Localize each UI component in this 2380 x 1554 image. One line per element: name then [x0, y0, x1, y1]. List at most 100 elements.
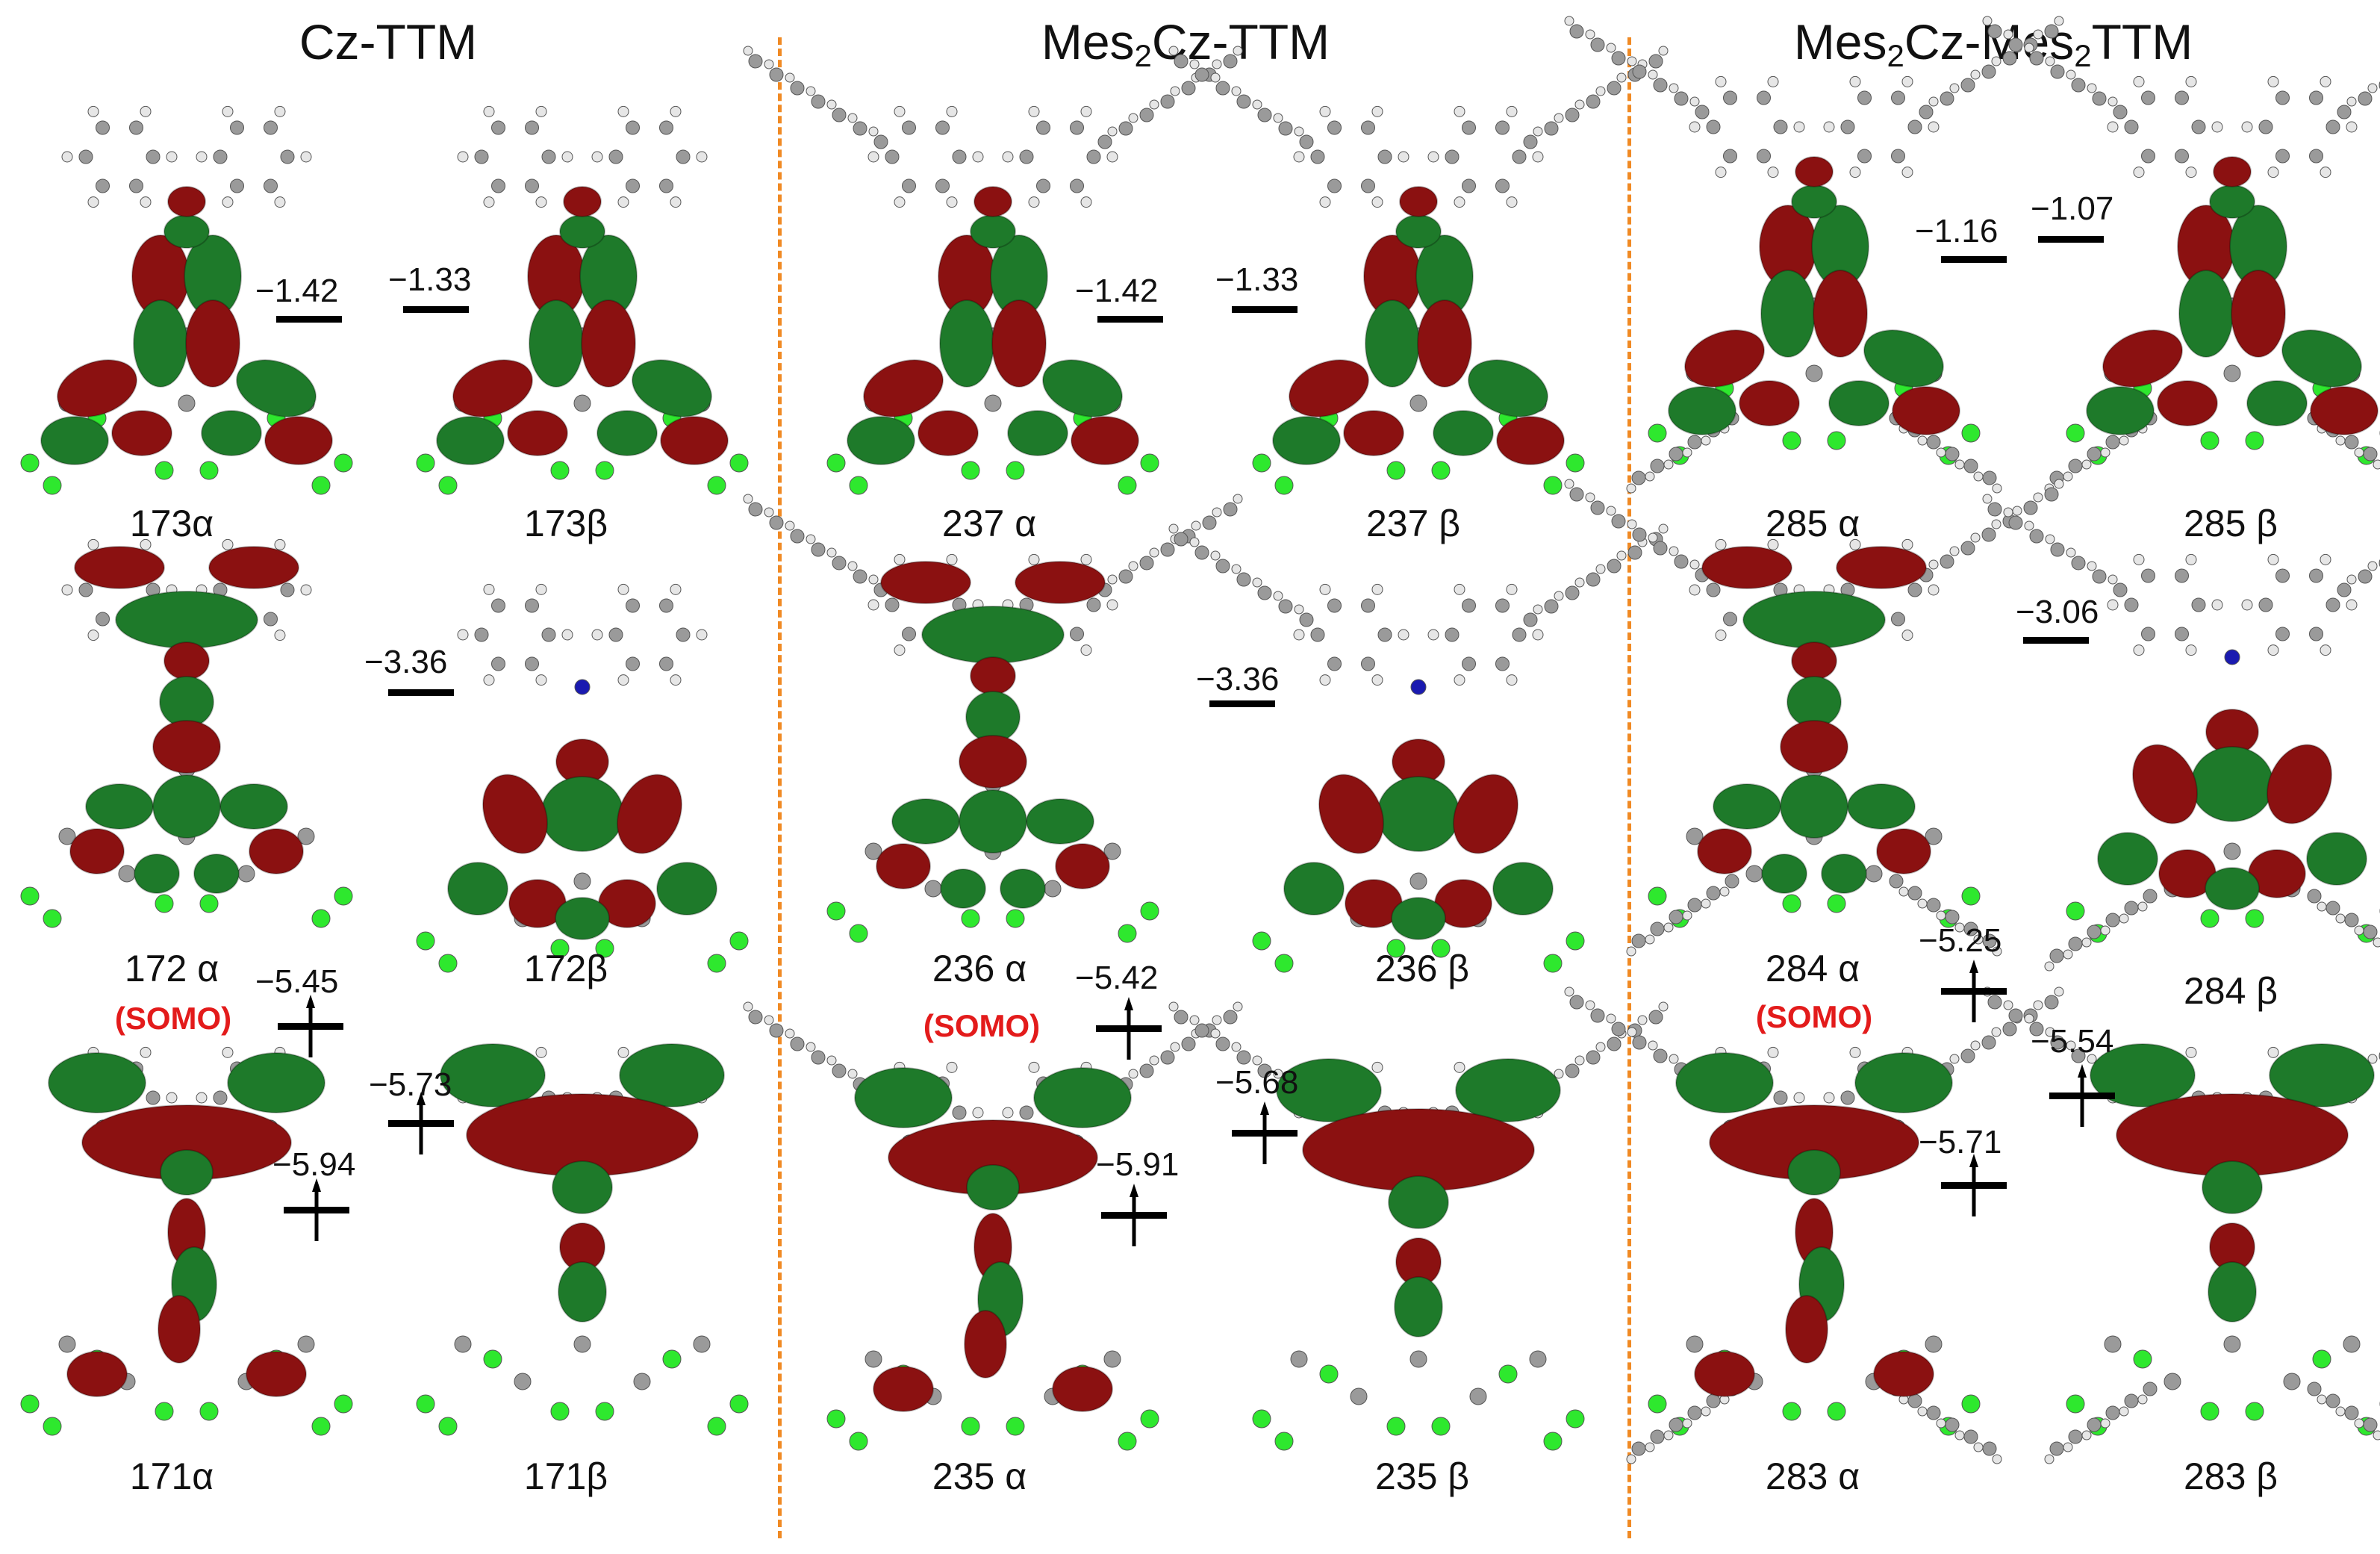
- spin-up-arrow-icon: [1969, 1154, 1978, 1216]
- mo-label: 285 α: [1765, 503, 1860, 544]
- energy-level-bar: [1097, 316, 1163, 323]
- energy-value: −3.36: [364, 644, 448, 680]
- empty-energy-level: [1232, 278, 1298, 344]
- spin-up-arrow-icon: [1124, 997, 1133, 1060]
- empty-energy-level: [403, 278, 469, 344]
- energy-level-bar: [403, 306, 469, 313]
- spin-up-arrow-icon: [1969, 960, 1978, 1022]
- molecule-orbital-icon: [1564, 479, 2064, 957]
- spin-up-arrow-icon: [306, 995, 315, 1057]
- energy-value: −1.07: [2031, 190, 2114, 227]
- orbital-isosurface: [403, 90, 761, 508]
- panel-divider: [1627, 37, 1631, 1538]
- molecule-orbital-icon: [20, 538, 353, 928]
- orbital-isosurface: [1168, 523, 1669, 986]
- mo-label: 284 α: [1765, 948, 1860, 989]
- mo-label: 284 β: [2183, 970, 2278, 1012]
- energy-value: −5.73: [369, 1066, 452, 1103]
- molecule-orbital-icon: [1168, 1001, 1669, 1451]
- empty-energy-level: [1097, 288, 1163, 353]
- mo-label: 283 β: [2183, 1455, 2278, 1497]
- spin-up-arrow-icon: [1130, 1184, 1138, 1246]
- molecule-orbital-icon: [1564, 16, 2064, 494]
- orbital-isosurface: [1564, 986, 2064, 1464]
- orbital-isosurface: [743, 1001, 1243, 1464]
- orbital-isosurface: [1982, 16, 2380, 494]
- empty-energy-level: [388, 661, 454, 727]
- energy-value: −1.33: [1215, 261, 1299, 298]
- molecule-orbital-icon: [1564, 986, 2064, 1464]
- energy-value: −5.71: [1919, 1124, 2002, 1160]
- orbital-isosurface: [1564, 16, 2064, 494]
- empty-energy-level: [1941, 228, 2007, 293]
- spin-up-arrow-icon: [2078, 1064, 2087, 1127]
- mo-label: 236 β: [1374, 948, 1470, 989]
- energy-value: −3.06: [2016, 594, 2099, 630]
- mo-label: 172β: [523, 948, 608, 989]
- energy-level-bar: [1209, 700, 1275, 707]
- molecule-orbital-icon: [743, 46, 1243, 495]
- mo-label: 173α: [129, 503, 214, 544]
- empty-energy-level: [2038, 208, 2104, 273]
- energy-level-bar: [1232, 306, 1298, 313]
- mo-label: 236 α: [932, 948, 1027, 989]
- occupied-energy-level: [2049, 1064, 2115, 1130]
- molecule-orbital-icon: [416, 105, 749, 495]
- somo-label: (SOMO): [923, 1008, 1041, 1043]
- energy-level-bar: [2038, 236, 2104, 243]
- energy-level-bar: [388, 689, 454, 696]
- orbital-isosurface: [743, 494, 1243, 956]
- somo-label: (SOMO): [1755, 999, 1873, 1034]
- orbital-isosurface: [403, 1031, 761, 1449]
- empty-energy-level: [276, 288, 342, 353]
- occupied-energy-level: [1101, 1184, 1167, 1249]
- energy-value: −1.33: [388, 261, 472, 298]
- orbital-isosurface: [743, 46, 1243, 508]
- energy-value: −5.54: [2031, 1023, 2114, 1060]
- molecule-orbital-icon: [1982, 16, 2380, 494]
- energy-value: −5.25: [1919, 922, 2002, 959]
- mo-label: 171β: [523, 1455, 608, 1497]
- orbital-isosurface: [7, 90, 366, 508]
- molecule-orbital-icon: [1168, 523, 1669, 973]
- energy-level-bar: [1941, 256, 2007, 263]
- spin-up-arrow-icon: [312, 1178, 321, 1241]
- occupied-energy-level: [1941, 1154, 2007, 1219]
- energy-value: −1.16: [1915, 213, 1999, 249]
- orbital-isosurface: [1982, 494, 2380, 972]
- panel-divider: [778, 37, 782, 1538]
- energy-value: −5.45: [255, 963, 339, 1000]
- spin-up-arrow-icon: [1260, 1101, 1269, 1164]
- orbital-isosurface: [1168, 1001, 1669, 1464]
- energy-level-bar: [276, 316, 342, 323]
- mo-label: 237 β: [1365, 503, 1461, 544]
- molecule-orbital-icon: [1982, 986, 2380, 1464]
- occupied-energy-level: [1096, 997, 1162, 1063]
- energy-value: −1.42: [255, 273, 339, 309]
- molecule-orbital-icon: [1168, 46, 1669, 495]
- molecule-orbital-icon: [1982, 494, 2380, 972]
- energy-value: −5.42: [1075, 960, 1159, 996]
- occupied-energy-level: [278, 995, 343, 1060]
- energy-level-bar: [2023, 637, 2089, 644]
- empty-energy-level: [1209, 672, 1275, 738]
- molecule-orbital-icon: [416, 583, 749, 973]
- orbital-isosurface: [7, 523, 366, 941]
- occupied-energy-level: [284, 1178, 349, 1244]
- energy-value: −5.68: [1215, 1064, 1299, 1101]
- somo-label: (SOMO): [114, 1001, 232, 1036]
- mo-label: 173β: [523, 503, 608, 544]
- energy-value: −5.94: [272, 1146, 356, 1183]
- orbital-isosurface: [1168, 46, 1669, 508]
- molecule-orbital-icon: [20, 105, 353, 495]
- orbital-isosurface: [1982, 986, 2380, 1464]
- energy-value: −1.42: [1075, 273, 1159, 309]
- panel-title-cz-ttm: Cz-TTM: [299, 14, 478, 69]
- orbital-isosurface: [7, 1031, 366, 1449]
- molecule-orbital-icon: [743, 494, 1243, 943]
- mo-label: 171α: [129, 1455, 214, 1497]
- energy-value: −3.36: [1196, 661, 1280, 697]
- energy-value: −5.91: [1096, 1146, 1180, 1183]
- molecule-orbital-icon: [20, 1046, 353, 1436]
